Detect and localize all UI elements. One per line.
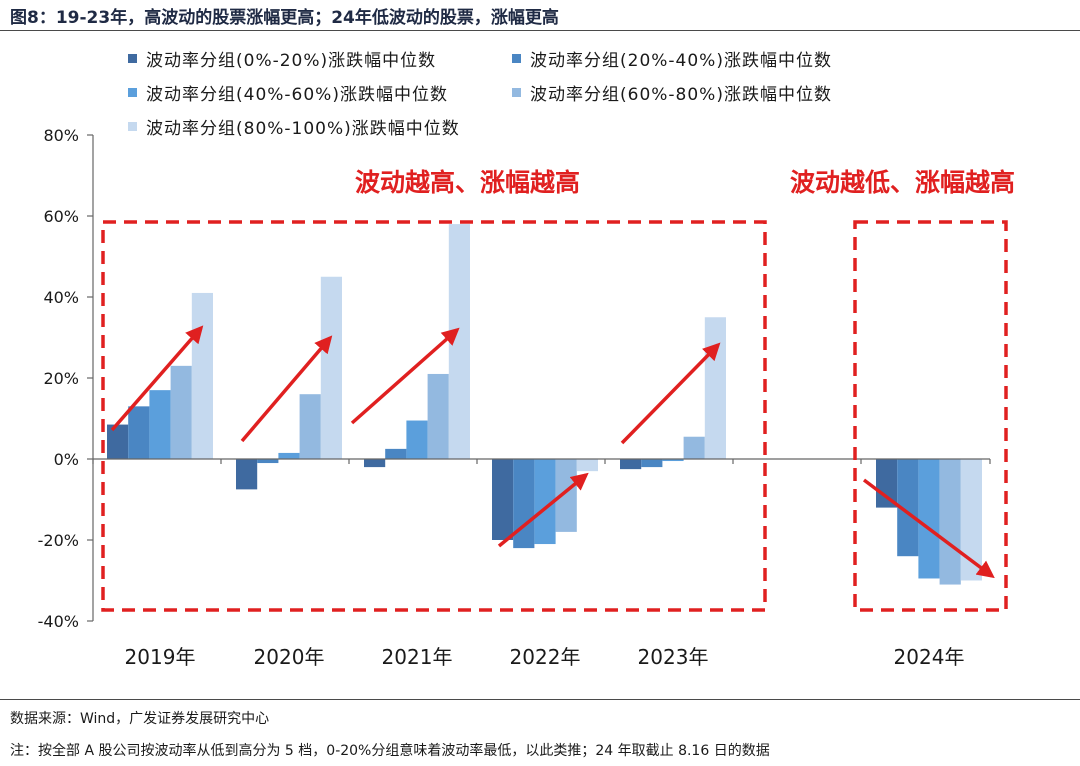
x-tick-label: 2020年 xyxy=(254,645,325,669)
chart-title: 图8：19-23年，高波动的股票涨幅更高；24年低波动的股票，涨幅更高 xyxy=(10,8,559,28)
y-tick-label: 20% xyxy=(43,369,79,388)
legend-swatch-4 xyxy=(128,122,137,131)
footer-rule xyxy=(0,699,1080,700)
trend-arrow xyxy=(350,327,460,425)
bar xyxy=(128,406,150,459)
legend-label-4: 波动率分组(80%-100%)涨跌幅中位数 xyxy=(146,119,460,139)
bar xyxy=(576,459,598,472)
bar xyxy=(534,459,556,545)
bar xyxy=(492,459,514,540)
trend-arrow xyxy=(110,325,204,432)
bar xyxy=(385,448,407,459)
bar xyxy=(662,459,684,462)
footnote: 注：按全部 A 股公司按波动率从低到高分为 5 档，0-20%分组意味着波动率最… xyxy=(10,743,770,759)
bar xyxy=(683,436,705,459)
bar xyxy=(257,459,279,464)
bar xyxy=(236,459,258,490)
legend-item-3: 波动率分组(60%-80%)涨跌幅中位数 xyxy=(512,80,832,105)
right-annotation-text: 波动越低、涨幅越高 xyxy=(790,168,1015,197)
y-tick-label: 60% xyxy=(43,207,79,226)
legend-swatch-2 xyxy=(128,88,137,97)
x-tick-label: 2022年 xyxy=(510,645,581,669)
bar xyxy=(364,459,386,468)
y-tick-label: -40% xyxy=(38,612,79,631)
trend-arrow xyxy=(240,335,333,443)
bar-chart: -40% -20% 0% 20% 40% 60% 80% 2019年 2020年 2021年 202… xyxy=(38,126,1015,669)
right-annotation-box xyxy=(853,220,1008,612)
bar xyxy=(170,365,192,459)
title-rule xyxy=(0,30,1080,31)
x-tick-label: 2021年 xyxy=(382,645,453,669)
bar xyxy=(448,224,470,459)
legend-label-3: 波动率分组(60%-80%)涨跌幅中位数 xyxy=(530,85,832,105)
bar xyxy=(513,459,535,549)
bar xyxy=(299,394,321,459)
bar xyxy=(406,420,428,459)
left-annotation-text: 波动越高、涨幅越高 xyxy=(355,168,580,197)
legend-swatch-0 xyxy=(128,54,137,63)
legend-item-2: 波动率分组(40%-60%)涨跌幅中位数 xyxy=(128,80,448,105)
trend-arrow xyxy=(497,472,589,548)
bar xyxy=(939,459,961,585)
trend-arrow xyxy=(862,478,995,579)
bar xyxy=(960,459,982,581)
legend-item-0: 波动率分组(0%-20%)涨跌幅中位数 xyxy=(128,46,436,71)
x-tick-label: 2023年 xyxy=(638,645,709,669)
bar xyxy=(191,292,213,459)
x-tick-label: 2024年 xyxy=(894,645,965,669)
bar xyxy=(107,424,129,459)
legend: 波动率分组(0%-20%)涨跌幅中位数 波动率分组(20%-40%)涨跌幅中位数… xyxy=(0,40,1080,145)
legend-label-1: 波动率分组(20%-40%)涨跌幅中位数 xyxy=(530,51,832,71)
bar xyxy=(620,459,642,470)
bar xyxy=(876,459,898,508)
bar xyxy=(149,390,171,459)
legend-item-1: 波动率分组(20%-40%)涨跌幅中位数 xyxy=(512,46,832,71)
bar xyxy=(320,276,342,459)
bar xyxy=(918,459,940,579)
y-tick-label: 40% xyxy=(43,288,79,307)
bar xyxy=(704,317,726,459)
y-tick-label: 80% xyxy=(43,126,79,145)
bar xyxy=(641,459,663,468)
y-tick-label: -20% xyxy=(38,531,79,550)
bar xyxy=(897,459,919,557)
source-note: 数据来源：Wind，广发证券发展研究中心 xyxy=(10,711,270,727)
bar xyxy=(427,373,449,459)
legend-item-4: 波动率分组(80%-100%)涨跌幅中位数 xyxy=(128,114,460,139)
x-tick-label: 2019年 xyxy=(125,645,196,669)
bar xyxy=(278,452,300,459)
trend-arrow xyxy=(620,342,721,445)
y-tick-label: 0% xyxy=(54,450,79,469)
legend-label-0: 波动率分组(0%-20%)涨跌幅中位数 xyxy=(146,51,437,71)
legend-label-2: 波动率分组(40%-60%)涨跌幅中位数 xyxy=(146,85,448,105)
legend-swatch-3 xyxy=(512,88,521,97)
legend-swatch-1 xyxy=(512,54,521,63)
